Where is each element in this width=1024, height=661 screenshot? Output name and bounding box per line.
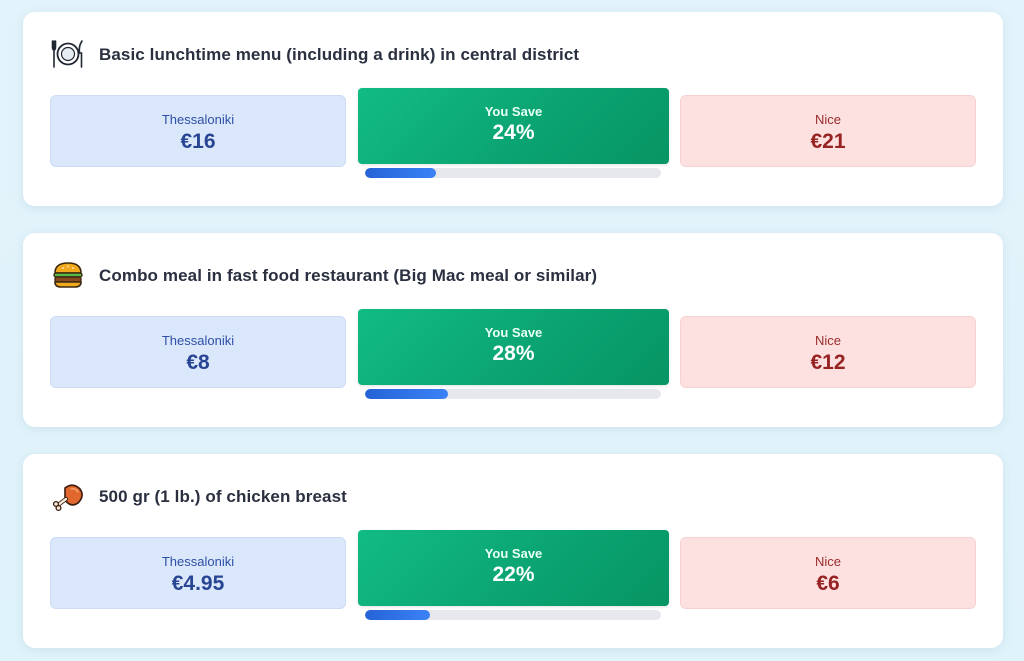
savings-label: You Save	[484, 325, 543, 340]
savings-label: You Save	[484, 104, 543, 119]
city-b-name: Nice	[814, 112, 841, 127]
city-a-price: €16	[180, 130, 216, 153]
savings-progress-bar	[365, 168, 661, 178]
plate-cutlery-icon	[51, 38, 85, 70]
city-b-name: Nice	[814, 333, 841, 348]
city-a-name: Thessaloniki	[161, 554, 235, 569]
savings-label: You Save	[484, 546, 543, 561]
burger-icon	[51, 259, 85, 291]
comparison-card: Combo meal in fast food restaurant (Big …	[23, 233, 1003, 427]
city-b-name: Nice	[814, 554, 841, 569]
city-b-box: Nice €21	[680, 95, 976, 167]
city-b-box: Nice €6	[680, 537, 976, 609]
city-b-price: €12	[810, 351, 846, 374]
savings-value: 22%	[492, 563, 535, 586]
city-a-box: Thessaloniki €16	[50, 95, 346, 167]
savings-progress-fill	[365, 610, 431, 620]
savings-box: You Save 24%	[358, 88, 669, 164]
savings-box: You Save 28%	[358, 309, 669, 385]
city-a-name: Thessaloniki	[161, 333, 235, 348]
card-title: Basic lunchtime menu (including a drink)…	[99, 45, 580, 64]
city-b-box: Nice €12	[680, 316, 976, 388]
comparison-card: 500 gr (1 lb.) of chicken breast Thessal…	[23, 454, 1003, 648]
savings-progress-bar	[365, 389, 661, 399]
city-a-name: Thessaloniki	[161, 112, 235, 127]
savings-progress-fill	[365, 389, 448, 399]
savings-progress-bar	[365, 610, 661, 620]
savings-box: You Save 22%	[358, 530, 669, 606]
city-a-price: €8	[186, 351, 210, 374]
savings-value: 28%	[492, 342, 535, 365]
savings-progress-fill	[365, 168, 437, 178]
card-title: Combo meal in fast food restaurant (Big …	[99, 266, 598, 285]
card-title: 500 gr (1 lb.) of chicken breast	[99, 487, 347, 506]
city-b-price: €6	[816, 572, 840, 595]
savings-value: 24%	[492, 121, 535, 144]
city-b-price: €21	[810, 130, 846, 153]
city-a-price: €4.95	[171, 572, 225, 595]
chicken-leg-icon	[51, 480, 85, 512]
city-a-box: Thessaloniki €4.95	[50, 537, 346, 609]
city-a-box: Thessaloniki €8	[50, 316, 346, 388]
comparison-card: Basic lunchtime menu (including a drink)…	[23, 12, 1003, 206]
